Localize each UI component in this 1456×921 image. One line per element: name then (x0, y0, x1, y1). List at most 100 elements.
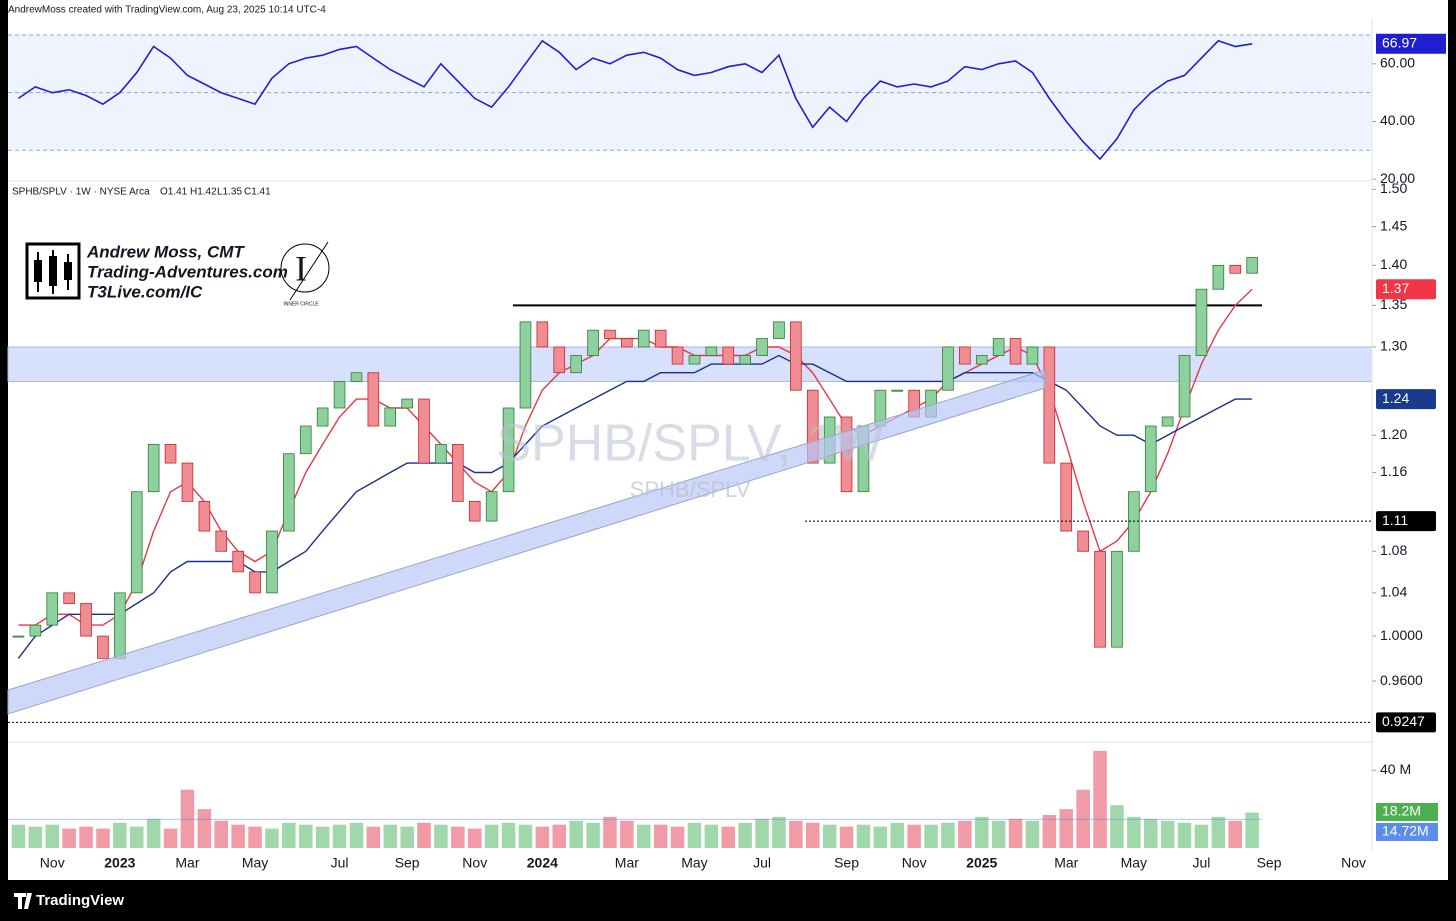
candle (80, 603, 92, 637)
volume-bar (974, 816, 989, 848)
candle (756, 338, 768, 356)
candle (1111, 550, 1123, 648)
candle (401, 398, 413, 409)
x-tick-label: May (242, 855, 268, 871)
candle (891, 389, 904, 392)
candle (164, 444, 177, 464)
y-tick-label: 1.35 (1380, 296, 1407, 312)
candle (722, 346, 735, 365)
candle (570, 355, 582, 374)
candle (587, 329, 599, 356)
volume-bar (1110, 805, 1124, 848)
volume-bar (1211, 816, 1226, 848)
volume-bar (991, 820, 1006, 848)
candle (536, 321, 549, 348)
volume-bar (79, 826, 93, 848)
y-tick-label: 60.00 (1380, 55, 1415, 71)
candle (29, 624, 42, 637)
y-tick-label: 40 M (1380, 761, 1411, 777)
volume-bar (28, 826, 43, 848)
volume-bar (1143, 818, 1158, 848)
volume-bar (518, 824, 533, 848)
volume-bar (924, 824, 938, 848)
y-tick-label: 1.0000 (1380, 627, 1423, 643)
volume-bar (298, 824, 313, 848)
volume-bar (180, 789, 195, 848)
price-tag (1376, 389, 1436, 410)
candle (114, 592, 126, 659)
volume-bar (620, 820, 634, 848)
volume-bar (231, 824, 245, 848)
candle (418, 398, 430, 464)
candle (688, 355, 701, 365)
rsi-tag-label: 66.97 (1382, 34, 1417, 50)
price-tag-label: 0.9247 (1382, 713, 1425, 729)
candle (215, 530, 228, 552)
volume-bar (315, 826, 330, 848)
candle (367, 372, 380, 427)
price-tag (1376, 279, 1436, 300)
price-tag-label: 1.24 (1382, 390, 1409, 406)
volume-bar (907, 824, 921, 848)
ohlc-low: L1.35 (217, 187, 242, 198)
x-tick-label: Nov (902, 855, 927, 871)
volume-bar (789, 820, 803, 848)
volume-bar (603, 816, 617, 848)
volume-bar (687, 822, 702, 848)
volume-bar (1160, 820, 1175, 848)
volume-bar (349, 822, 364, 848)
volume-bar (400, 826, 414, 848)
volume-ma-tag-label: 14.72M (1382, 823, 1429, 839)
y-tick-label: 1.50 (1380, 180, 1407, 196)
volume-bar (721, 826, 736, 848)
x-tick-label: May (681, 855, 707, 871)
candle (1077, 530, 1089, 552)
candle (604, 329, 616, 339)
volume-tag-label: 18.2M (1382, 803, 1421, 819)
volume-bar (856, 824, 871, 848)
candle (147, 444, 160, 493)
volume-bar (738, 822, 752, 848)
volume-bar (772, 816, 786, 848)
volume-bar (62, 828, 76, 848)
x-tick-label: May (1121, 855, 1147, 871)
candle (468, 501, 481, 522)
volume-bar (11, 824, 26, 848)
candle (97, 635, 109, 659)
volume-bar (434, 824, 448, 848)
volume-bar (1228, 820, 1243, 848)
rsi-tag (1376, 33, 1446, 54)
x-tick-label: Sep (395, 855, 420, 871)
price-tag-label: 1.37 (1382, 280, 1409, 296)
ohlc-high: H1.42 (190, 187, 217, 198)
x-tick-label: Sep (834, 855, 859, 871)
volume-bar (873, 826, 888, 848)
volume-bar (1093, 750, 1107, 848)
volume-ma-tag (1376, 823, 1438, 841)
x-tick-label: Sep (1257, 855, 1282, 871)
panes: 60.00 40.00 20.00 66.97 1.50 1.45 1.40 1.35 1.30… (7, 33, 1446, 871)
candle (63, 592, 75, 604)
x-tick-label: Nov (462, 855, 487, 871)
rising-channel (7, 369, 1046, 715)
volume-bar (670, 826, 685, 848)
candle (1043, 346, 1056, 464)
volume-bar (586, 822, 600, 848)
volume-bar (366, 826, 381, 848)
volume-bar (1177, 822, 1192, 848)
candle (671, 346, 684, 365)
candle (452, 444, 464, 502)
candle (46, 592, 59, 626)
y-tick-label: 1.45 (1380, 217, 1407, 233)
volume-bar (332, 824, 347, 848)
volume-bar (146, 818, 161, 848)
volume-bar (113, 822, 127, 848)
volume-bar (755, 818, 769, 848)
brand-icon (14, 893, 32, 909)
candle (130, 491, 143, 594)
candle (773, 321, 785, 339)
volume-bar (941, 822, 955, 848)
volume-bar (1008, 818, 1023, 848)
volume-bar (214, 820, 229, 848)
logo-candle (34, 260, 42, 282)
